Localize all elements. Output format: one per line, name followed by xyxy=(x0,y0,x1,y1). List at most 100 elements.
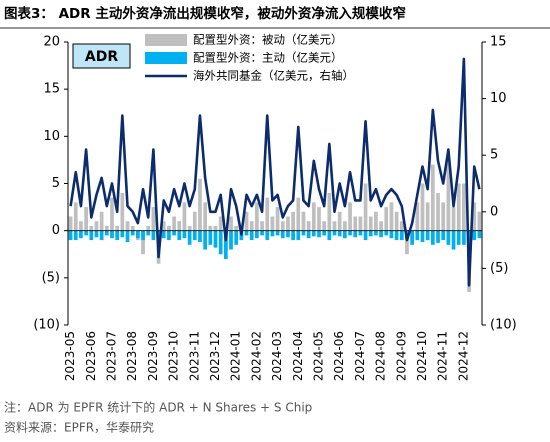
x-tick-label: 2024-05 xyxy=(311,331,325,381)
legend-swatch xyxy=(145,52,187,64)
legend-label: 配置型外资：主动（亿美元） xyxy=(193,51,343,65)
bar xyxy=(120,230,125,238)
bar xyxy=(358,216,363,231)
bar xyxy=(332,221,337,231)
bar xyxy=(415,230,420,241)
bar xyxy=(425,230,430,241)
bar xyxy=(384,230,389,236)
bar xyxy=(161,221,166,231)
bar xyxy=(399,221,404,231)
bar xyxy=(472,230,477,241)
bar xyxy=(167,225,171,231)
annotation-box xyxy=(72,43,131,69)
bar xyxy=(420,183,425,231)
bar xyxy=(203,230,208,250)
bar xyxy=(234,225,239,231)
bar xyxy=(436,192,440,231)
bar xyxy=(477,230,482,239)
bar xyxy=(187,225,192,231)
bar xyxy=(358,230,363,236)
x-tick-label: 2024-10 xyxy=(415,331,429,381)
y-tick-label: 10 xyxy=(43,129,60,144)
bar xyxy=(115,230,120,241)
y-tick-label: (10) xyxy=(33,318,60,333)
x-tick-label: 2023-11 xyxy=(187,331,201,381)
bar xyxy=(456,183,461,231)
x-tick-label: 2024-01 xyxy=(229,331,243,381)
x-tick-label: 2024-06 xyxy=(332,331,346,381)
x-tick-label: 2024-08 xyxy=(374,331,388,381)
bar xyxy=(353,216,358,231)
bar xyxy=(79,221,83,231)
y-tick-label: 5 xyxy=(52,176,60,191)
bar xyxy=(306,221,311,231)
bar xyxy=(104,225,109,231)
bar xyxy=(441,230,446,241)
bar xyxy=(317,230,321,238)
bar xyxy=(311,202,316,231)
bar xyxy=(94,230,99,238)
x-tick-label: 2024-11 xyxy=(436,331,450,381)
bar xyxy=(462,183,466,231)
bar xyxy=(389,230,394,239)
bar xyxy=(130,225,135,231)
x-tick-label: 2023-10 xyxy=(167,331,181,381)
bar xyxy=(198,178,202,231)
bar xyxy=(172,230,176,236)
bar xyxy=(89,230,94,241)
bar xyxy=(291,211,295,231)
bar xyxy=(203,202,208,231)
bar xyxy=(182,202,187,231)
bar xyxy=(374,230,378,236)
bar xyxy=(270,216,275,231)
bar xyxy=(327,230,332,241)
x-tick-label: 2024-04 xyxy=(291,331,305,381)
y-tick-label: 15 xyxy=(43,82,60,97)
bar xyxy=(177,221,182,231)
y2-tick-label: 10 xyxy=(490,91,507,106)
bar xyxy=(229,230,233,250)
bar xyxy=(451,207,456,231)
bar xyxy=(265,197,270,231)
x-tick-label: 2024-09 xyxy=(394,331,408,381)
bar xyxy=(368,216,373,231)
bar xyxy=(379,230,383,238)
bar xyxy=(286,230,290,238)
bar xyxy=(394,230,399,241)
bar xyxy=(146,225,151,231)
bar xyxy=(260,221,264,231)
y2-tick-label: 15 xyxy=(490,35,507,50)
bar xyxy=(322,221,327,231)
bar xyxy=(446,230,451,245)
bar xyxy=(172,216,176,231)
bar xyxy=(151,230,156,241)
x-tick-label: 2023-07 xyxy=(104,331,118,381)
bar xyxy=(389,202,394,231)
bar xyxy=(84,207,88,231)
bar xyxy=(146,230,151,236)
bar xyxy=(265,230,270,241)
bar xyxy=(353,230,358,238)
bar xyxy=(115,225,120,231)
bar xyxy=(141,230,145,241)
bar xyxy=(441,202,446,231)
bar xyxy=(291,230,295,241)
bar xyxy=(244,230,249,236)
bar xyxy=(244,211,249,231)
bar xyxy=(296,230,301,241)
bar xyxy=(208,230,213,245)
bar xyxy=(363,230,368,241)
bar xyxy=(208,225,213,231)
bar xyxy=(73,202,78,231)
bar xyxy=(379,221,383,231)
bar xyxy=(348,230,352,236)
bar xyxy=(249,230,254,241)
x-tick-label: 2024-02 xyxy=(249,331,263,381)
bar xyxy=(130,230,135,236)
bar xyxy=(296,197,301,231)
bar xyxy=(472,202,477,231)
bar xyxy=(110,230,114,239)
legend-swatch xyxy=(145,34,187,46)
bar xyxy=(104,230,109,236)
bar xyxy=(275,207,280,231)
